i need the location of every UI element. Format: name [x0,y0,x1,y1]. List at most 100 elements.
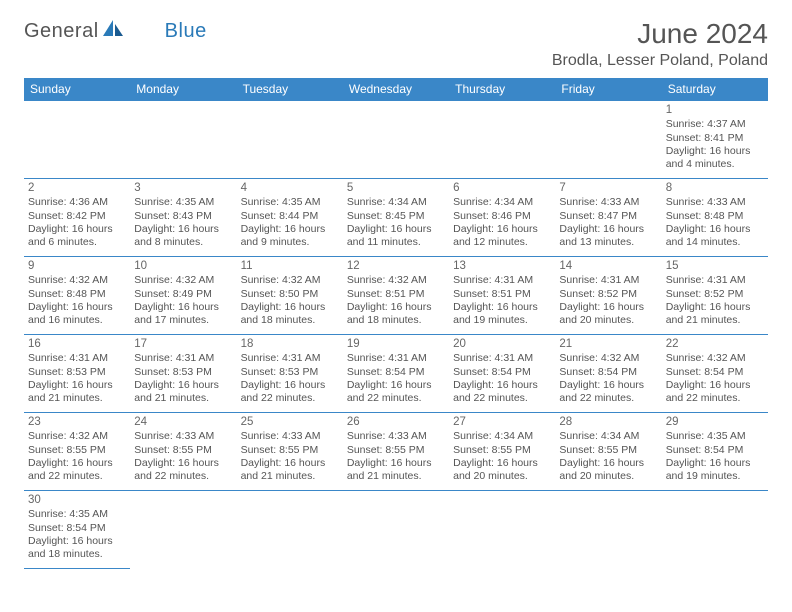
calendar-cell: 23Sunrise: 4:32 AMSunset: 8:55 PMDayligh… [24,413,130,491]
calendar-cell: 3Sunrise: 4:35 AMSunset: 8:43 PMDaylight… [130,179,236,257]
sunrise-text: Sunrise: 4:31 AM [453,352,551,365]
sunset-text: Sunset: 8:55 PM [559,444,657,457]
weekday-header: Friday [555,78,661,101]
sunrise-text: Sunrise: 4:31 AM [134,352,232,365]
sunrise-text: Sunrise: 4:33 AM [241,430,339,443]
weekday-header: Thursday [449,78,555,101]
daylight-text: Daylight: 16 hours and 6 minutes. [28,223,126,249]
day-number: 27 [453,415,551,429]
calendar-cell [555,101,661,179]
daylight-text: Daylight: 16 hours and 4 minutes. [666,145,764,171]
daylight-text: Daylight: 16 hours and 22 minutes. [241,379,339,405]
sunrise-text: Sunrise: 4:35 AM [28,508,126,521]
calendar-cell [130,101,236,179]
daylight-text: Daylight: 16 hours and 22 minutes. [347,379,445,405]
sunset-text: Sunset: 8:43 PM [134,210,232,223]
calendar-cell: 2Sunrise: 4:36 AMSunset: 8:42 PMDaylight… [24,179,130,257]
calendar-cell [130,491,236,569]
sunset-text: Sunset: 8:51 PM [347,288,445,301]
calendar-cell: 9Sunrise: 4:32 AMSunset: 8:48 PMDaylight… [24,257,130,335]
logo-text-blue: Blue [165,20,207,43]
sunrise-text: Sunrise: 4:32 AM [241,274,339,287]
sunset-text: Sunset: 8:54 PM [453,366,551,379]
day-number: 21 [559,337,657,351]
day-number: 3 [134,181,232,195]
daylight-text: Daylight: 16 hours and 22 minutes. [28,457,126,483]
day-number: 19 [347,337,445,351]
sunset-text: Sunset: 8:54 PM [666,366,764,379]
sunrise-text: Sunrise: 4:31 AM [666,274,764,287]
day-number: 6 [453,181,551,195]
sunrise-text: Sunrise: 4:32 AM [28,274,126,287]
daylight-text: Daylight: 16 hours and 21 minutes. [28,379,126,405]
calendar-row: 9Sunrise: 4:32 AMSunset: 8:48 PMDaylight… [24,257,768,335]
daylight-text: Daylight: 16 hours and 18 minutes. [347,301,445,327]
daylight-text: Daylight: 16 hours and 9 minutes. [241,223,339,249]
daylight-text: Daylight: 16 hours and 14 minutes. [666,223,764,249]
sunset-text: Sunset: 8:52 PM [666,288,764,301]
calendar-cell: 21Sunrise: 4:32 AMSunset: 8:54 PMDayligh… [555,335,661,413]
daylight-text: Daylight: 16 hours and 18 minutes. [241,301,339,327]
day-number: 12 [347,259,445,273]
day-number: 1 [666,103,764,117]
day-number: 30 [28,493,126,507]
sunset-text: Sunset: 8:53 PM [134,366,232,379]
daylight-text: Daylight: 16 hours and 17 minutes. [134,301,232,327]
day-number: 2 [28,181,126,195]
calendar-cell: 15Sunrise: 4:31 AMSunset: 8:52 PMDayligh… [662,257,768,335]
logo-sail-icon [103,18,125,44]
calendar-body: 1Sunrise: 4:37 AMSunset: 8:41 PMDaylight… [24,101,768,569]
sunset-text: Sunset: 8:54 PM [666,444,764,457]
weekday-header: Sunday [24,78,130,101]
day-number: 7 [559,181,657,195]
daylight-text: Daylight: 16 hours and 20 minutes. [559,457,657,483]
calendar-cell [237,101,343,179]
day-number: 17 [134,337,232,351]
calendar-cell: 4Sunrise: 4:35 AMSunset: 8:44 PMDaylight… [237,179,343,257]
sunset-text: Sunset: 8:46 PM [453,210,551,223]
day-number: 24 [134,415,232,429]
daylight-text: Daylight: 16 hours and 22 minutes. [559,379,657,405]
day-number: 26 [347,415,445,429]
sunrise-text: Sunrise: 4:31 AM [347,352,445,365]
calendar-cell [24,101,130,179]
calendar-row: 1Sunrise: 4:37 AMSunset: 8:41 PMDaylight… [24,101,768,179]
day-number: 15 [666,259,764,273]
calendar-cell: 25Sunrise: 4:33 AMSunset: 8:55 PMDayligh… [237,413,343,491]
location-text: Brodla, Lesser Poland, Poland [552,52,768,70]
sunset-text: Sunset: 8:55 PM [347,444,445,457]
daylight-text: Daylight: 16 hours and 20 minutes. [559,301,657,327]
sunset-text: Sunset: 8:51 PM [453,288,551,301]
daylight-text: Daylight: 16 hours and 22 minutes. [666,379,764,405]
weekday-row: SundayMondayTuesdayWednesdayThursdayFrid… [24,78,768,101]
daylight-text: Daylight: 16 hours and 18 minutes. [28,535,126,561]
daylight-text: Daylight: 16 hours and 16 minutes. [28,301,126,327]
calendar-cell: 7Sunrise: 4:33 AMSunset: 8:47 PMDaylight… [555,179,661,257]
daylight-text: Daylight: 16 hours and 13 minutes. [559,223,657,249]
calendar-cell [555,491,661,569]
sunset-text: Sunset: 8:42 PM [28,210,126,223]
calendar-cell: 22Sunrise: 4:32 AMSunset: 8:54 PMDayligh… [662,335,768,413]
day-number: 5 [347,181,445,195]
sunrise-text: Sunrise: 4:32 AM [666,352,764,365]
sunrise-text: Sunrise: 4:32 AM [28,430,126,443]
sunrise-text: Sunrise: 4:31 AM [241,352,339,365]
sunrise-text: Sunrise: 4:35 AM [666,430,764,443]
calendar-cell: 11Sunrise: 4:32 AMSunset: 8:50 PMDayligh… [237,257,343,335]
sunset-text: Sunset: 8:55 PM [134,444,232,457]
sunset-text: Sunset: 8:55 PM [28,444,126,457]
calendar-cell: 17Sunrise: 4:31 AMSunset: 8:53 PMDayligh… [130,335,236,413]
sunset-text: Sunset: 8:48 PM [666,210,764,223]
calendar-cell: 14Sunrise: 4:31 AMSunset: 8:52 PMDayligh… [555,257,661,335]
calendar-cell: 18Sunrise: 4:31 AMSunset: 8:53 PMDayligh… [237,335,343,413]
sunrise-text: Sunrise: 4:32 AM [559,352,657,365]
calendar-cell: 26Sunrise: 4:33 AMSunset: 8:55 PMDayligh… [343,413,449,491]
calendar-cell [343,101,449,179]
day-number: 4 [241,181,339,195]
sunset-text: Sunset: 8:54 PM [347,366,445,379]
daylight-text: Daylight: 16 hours and 11 minutes. [347,223,445,249]
sunrise-text: Sunrise: 4:32 AM [134,274,232,287]
logo: General Blue [24,18,207,44]
daylight-text: Daylight: 16 hours and 21 minutes. [134,379,232,405]
day-number: 13 [453,259,551,273]
